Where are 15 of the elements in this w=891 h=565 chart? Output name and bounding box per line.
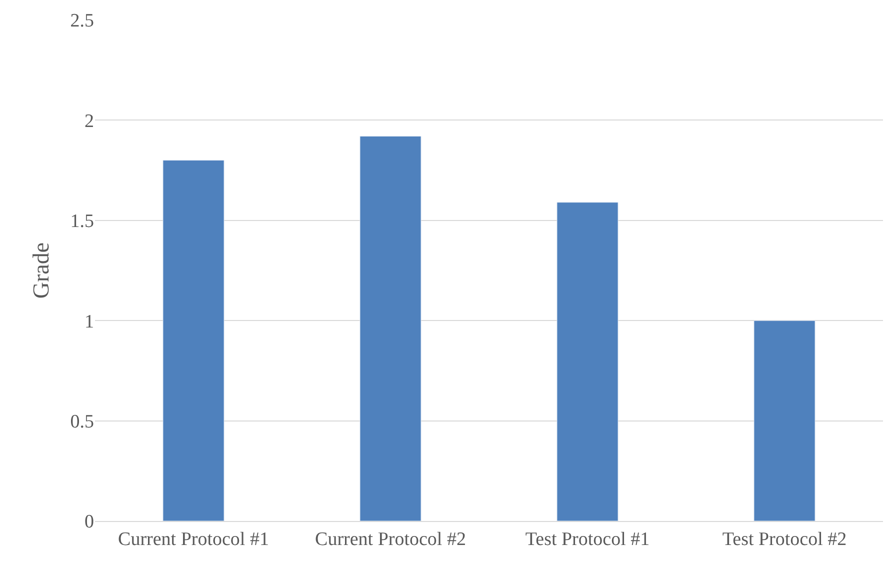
- bar: [556, 202, 618, 521]
- bar: [360, 136, 422, 521]
- x-tick-label: Current Protocol #1: [118, 528, 269, 550]
- y-tick-label: 2: [84, 110, 94, 132]
- x-tick-label: Current Protocol #2: [315, 528, 466, 550]
- y-tick-label: 0.5: [70, 411, 94, 432]
- bar: [754, 320, 816, 521]
- x-tick-label: Test Protocol #1: [525, 528, 650, 550]
- bar: [162, 160, 224, 521]
- y-tick-label: 2.5: [70, 10, 94, 32]
- x-tick-label: Test Protocol #2: [722, 528, 847, 550]
- y-axis-title: Grade: [28, 242, 54, 299]
- y-tick-label: 1: [84, 311, 94, 332]
- y-tick-label: 1.5: [70, 211, 94, 232]
- y-tick-label: 0: [84, 512, 94, 533]
